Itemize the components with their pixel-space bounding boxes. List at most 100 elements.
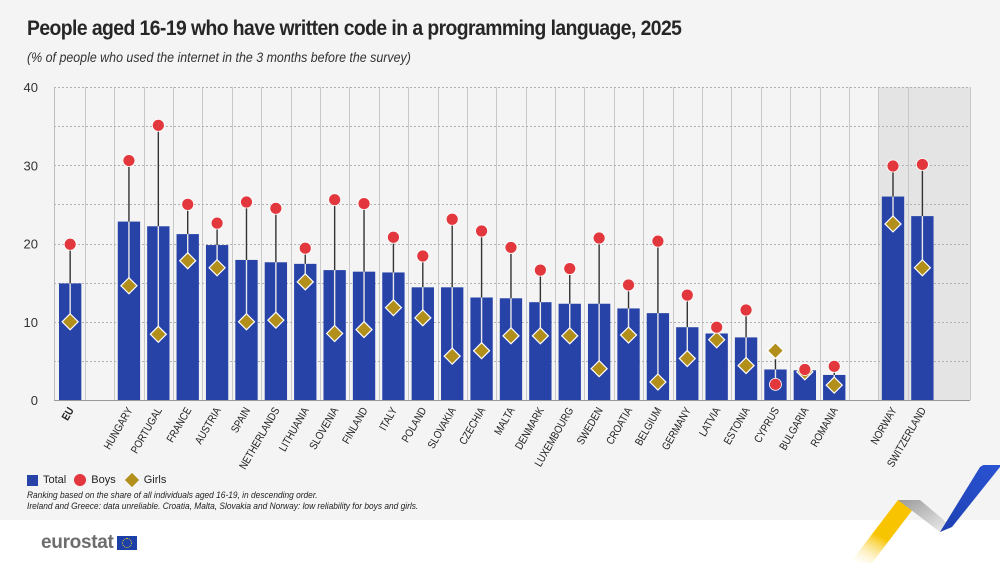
bar-total	[117, 221, 141, 400]
x-tick-label: GERMANY	[660, 406, 694, 453]
marker-boys	[181, 197, 195, 211]
marker-girls	[913, 258, 932, 277]
marker-girls	[678, 349, 697, 368]
marker-girls	[120, 276, 138, 295]
marker-girls	[737, 356, 755, 375]
markers	[61, 118, 932, 394]
bar-total	[382, 272, 405, 400]
total-swatch-icon	[27, 474, 38, 486]
footnote-reliability: Ireland and Greece: data unreliable. Cro…	[27, 500, 419, 512]
marker-girls	[590, 359, 608, 378]
marker-boys	[240, 195, 253, 209]
marker-boys	[328, 193, 342, 207]
marker-girls	[208, 258, 226, 277]
eurostat-logo: eurostat	[41, 532, 137, 554]
logo-text: eurostat	[41, 532, 114, 553]
bar-total	[205, 245, 229, 400]
marker-boys	[298, 241, 312, 255]
marker-girls	[237, 312, 256, 331]
marker-boys	[445, 212, 459, 226]
marker-boys	[533, 263, 547, 277]
marker-girls	[384, 298, 403, 317]
bar-total	[881, 196, 905, 400]
footnotes: Ranking based on the share of all indivi…	[27, 490, 419, 512]
marker-boys	[475, 224, 488, 238]
bar-total	[499, 298, 523, 400]
marker-boys	[680, 288, 694, 302]
x-tick-label: FINLAND	[341, 406, 371, 447]
marker-girls	[502, 326, 520, 345]
marker-boys	[710, 320, 724, 334]
marker-girls	[355, 320, 373, 339]
x-tick-label: FRANCE	[165, 406, 195, 445]
chart-subtitle: (% of people who used the internet in th…	[27, 50, 411, 65]
footer-band	[0, 520, 1000, 563]
marker-girls	[325, 324, 344, 343]
y-tick-label: 40	[24, 80, 38, 95]
x-tick-label: MALTA	[493, 406, 518, 438]
vertical-gridlines	[85, 87, 971, 400]
x-tick-label: NORWAY	[869, 406, 900, 447]
marker-girls	[884, 215, 902, 233]
marker-boys	[63, 237, 77, 251]
marker-boys	[357, 197, 371, 210]
marker-girls	[560, 326, 579, 345]
marker-girls	[413, 308, 432, 327]
marker-boys	[592, 231, 606, 245]
marker-girls	[178, 251, 197, 270]
marker-boys	[269, 201, 283, 215]
x-tick-label: SLOVAKIA	[426, 406, 459, 451]
legend-item-girls: Girls	[124, 472, 166, 488]
marker-boys	[827, 359, 841, 373]
marker-boys	[739, 303, 753, 317]
legend-item-boys: Boys	[74, 474, 116, 486]
marker-girls	[649, 373, 667, 391]
bar-total	[911, 216, 934, 400]
marker-girls	[267, 311, 285, 330]
x-tick-label: LATVIA	[697, 406, 723, 439]
bar-total	[264, 262, 288, 400]
decorative-ribbon-icon	[850, 465, 1000, 563]
x-tick-label: CZECHIA	[458, 406, 489, 448]
bar-total	[294, 263, 317, 400]
marker-girls	[825, 376, 844, 394]
legend-item-total: Total	[27, 474, 66, 486]
marker-boys	[210, 216, 224, 230]
marker-girls	[531, 326, 550, 345]
bar-total	[529, 302, 552, 400]
x-tick-label: SLOVENIA	[308, 406, 342, 453]
marker-boys	[915, 158, 929, 171]
legend-label-total: Total	[43, 474, 67, 486]
marker-boys	[651, 234, 665, 248]
marker-girls	[61, 312, 80, 331]
marker-girls	[766, 341, 785, 360]
x-tick-label: ESTONIA	[722, 406, 753, 447]
marker-boys	[416, 249, 430, 263]
x-tick-label: LITHUANIA	[277, 406, 312, 454]
eu-flag-icon	[116, 536, 137, 550]
girls-diamond-icon	[124, 472, 139, 488]
marker-boys	[387, 230, 400, 244]
x-tick-label: ROMANIA	[809, 406, 841, 450]
chart-title: People aged 16-19 who have written code …	[27, 17, 682, 40]
marker-boys	[622, 278, 635, 292]
x-tick-label: HUNGARY	[102, 406, 136, 452]
y-tick-label: 0	[31, 393, 38, 408]
boys-circle-icon	[74, 474, 87, 486]
x-tick-label: DENMARK	[514, 406, 548, 452]
marker-girls	[707, 330, 726, 349]
legend: Total Boys Girls	[27, 472, 174, 488]
bar-total	[58, 283, 82, 400]
x-tick-label: CROATIA	[605, 406, 636, 447]
bar-total	[176, 234, 199, 400]
x-tick-label: CYPRUS	[753, 406, 783, 446]
marker-girls	[443, 347, 462, 366]
y-tick-label: 30	[24, 158, 38, 173]
marker-boys	[151, 118, 165, 132]
footnote-ranking: Ranking based on the share of all indivi…	[27, 490, 318, 501]
bar-total	[705, 333, 728, 400]
x-tick-label: POLAND	[400, 406, 429, 445]
x-tick-label: ITALY	[378, 406, 401, 433]
x-tick-label: AUSTRIA	[193, 406, 224, 447]
marker-girls	[472, 341, 491, 360]
